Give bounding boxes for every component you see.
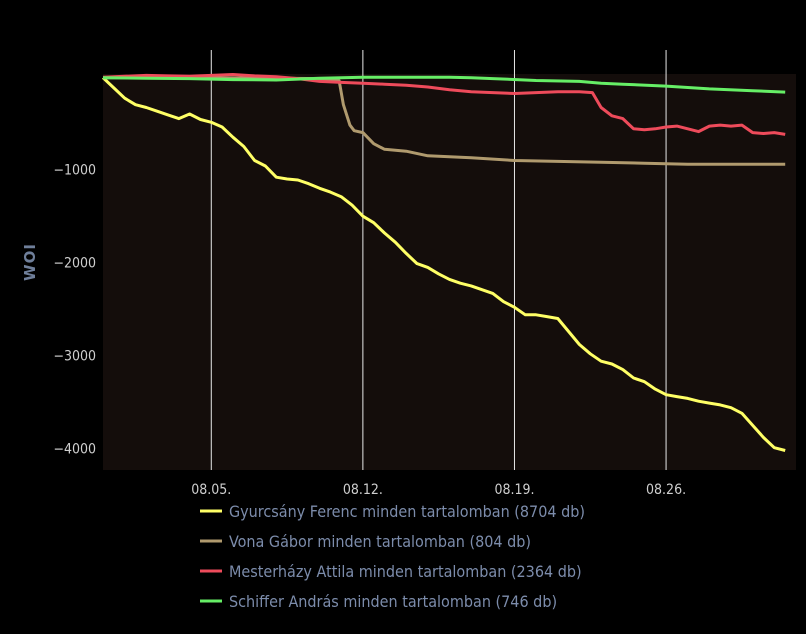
x-tick-label: 08.05. <box>191 482 231 498</box>
y-tick-label: −2000 <box>53 256 96 272</box>
legend: Gyurcsány Ferenc minden tartalomban (870… <box>200 502 585 611</box>
y-tick-label: −4000 <box>53 442 96 458</box>
y-axis-ticks: −1000 −2000 −3000 −4000 <box>53 163 96 458</box>
plot-background <box>103 74 796 470</box>
legend-label-3: Mesterházy Attila minden tartalomban (23… <box>229 562 582 581</box>
series-lines <box>101 73 786 452</box>
x-tick-label: 08.26. <box>646 482 686 498</box>
series-line-1 <box>101 76 786 452</box>
y-axis-label: WOI <box>21 243 39 281</box>
series-line-3 <box>102 73 786 136</box>
legend-label-4: Schiffer András minden tartalomban (746 … <box>229 592 557 611</box>
x-tick-label: 08.12. <box>343 482 383 498</box>
x-tick-label: 08.19. <box>494 482 534 498</box>
legend-label-2: Vona Gábor minden tartalomban (804 db) <box>229 532 531 551</box>
series-line-4 <box>102 75 786 94</box>
series-line-2 <box>103 76 786 166</box>
vertical-gridlines <box>210 50 667 470</box>
x-axis-ticks: 08.05. 08.12. 08.19. 08.26. <box>191 482 686 498</box>
y-tick-label: −3000 <box>53 349 96 365</box>
legend-label-1: Gyurcsány Ferenc minden tartalomban (870… <box>229 502 585 521</box>
y-tick-label: −1000 <box>53 163 96 179</box>
